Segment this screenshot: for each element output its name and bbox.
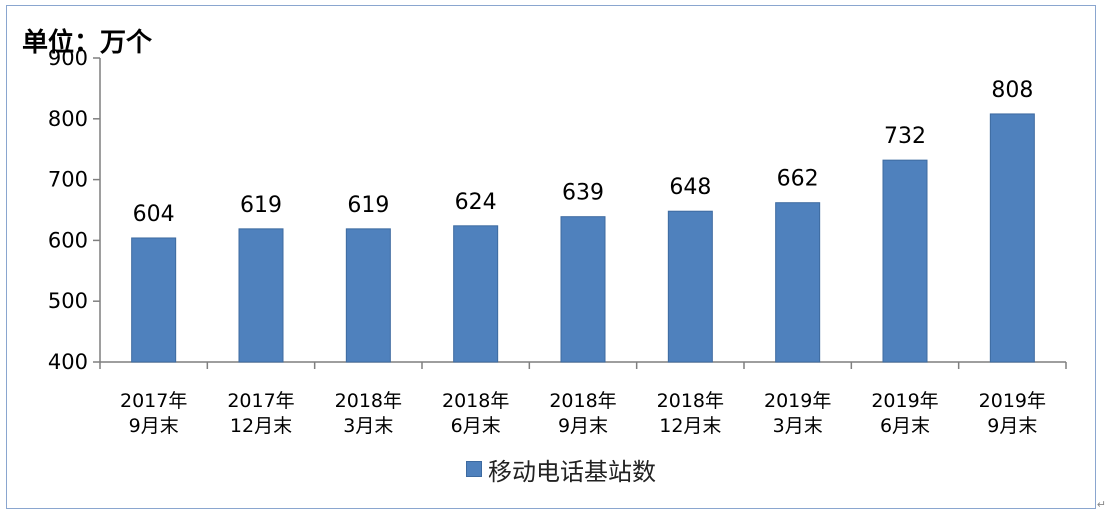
y-tick-label: 500 [48, 289, 88, 313]
bar [345, 228, 391, 363]
x-tick-label: 6月末 [451, 415, 501, 437]
bar [667, 210, 713, 363]
x-tick-label: 2019年 [871, 390, 938, 412]
x-tick-label: 2017年 [227, 390, 294, 412]
x-tick-label: 2018年 [335, 390, 402, 412]
x-tick-label: 3月末 [343, 415, 393, 437]
data-label: 619 [347, 193, 389, 218]
x-tick-label: 2017年 [120, 390, 187, 412]
x-tick-label: 2018年 [657, 390, 724, 412]
bar [238, 228, 284, 363]
x-tick-label: 9月末 [987, 415, 1037, 437]
data-label: 732 [884, 124, 926, 149]
x-tick-label: 2019年 [764, 390, 831, 412]
data-label: 648 [669, 175, 711, 200]
corner-mark: ↵ [1096, 498, 1106, 511]
x-tick-label: 2018年 [442, 390, 509, 412]
data-label: 662 [777, 167, 819, 192]
bar [882, 159, 928, 363]
x-tick-label: 9月末 [558, 415, 608, 437]
data-label: 639 [562, 181, 604, 206]
data-label: 604 [133, 202, 175, 227]
bar [775, 202, 821, 363]
data-label: 619 [240, 193, 282, 218]
y-tick-label: 800 [48, 107, 88, 131]
y-tick-label: 600 [48, 228, 88, 252]
legend-label: 移动电话基站数 [488, 457, 656, 486]
bar [131, 237, 177, 363]
x-tick-label: 2018年 [549, 390, 616, 412]
y-tick-label: 900 [48, 46, 88, 70]
x-tick-label: 2019年 [979, 390, 1046, 412]
bar [560, 216, 606, 363]
legend-swatch [466, 461, 482, 477]
x-tick-label: 12月末 [230, 415, 292, 437]
y-tick-label: 400 [48, 350, 88, 374]
bar [989, 113, 1035, 363]
bar [453, 225, 499, 363]
x-tick-label: 12月末 [659, 415, 721, 437]
x-tick-label: 9月末 [129, 415, 179, 437]
unit-label: 单位：万个 [22, 28, 153, 58]
data-label: 624 [455, 190, 497, 215]
x-tick-label: 3月末 [773, 415, 823, 437]
x-tick-label: 6月末 [880, 415, 930, 437]
legend: 移动电话基站数 [466, 453, 656, 486]
data-label: 808 [991, 78, 1033, 103]
y-tick-label: 700 [48, 168, 88, 192]
